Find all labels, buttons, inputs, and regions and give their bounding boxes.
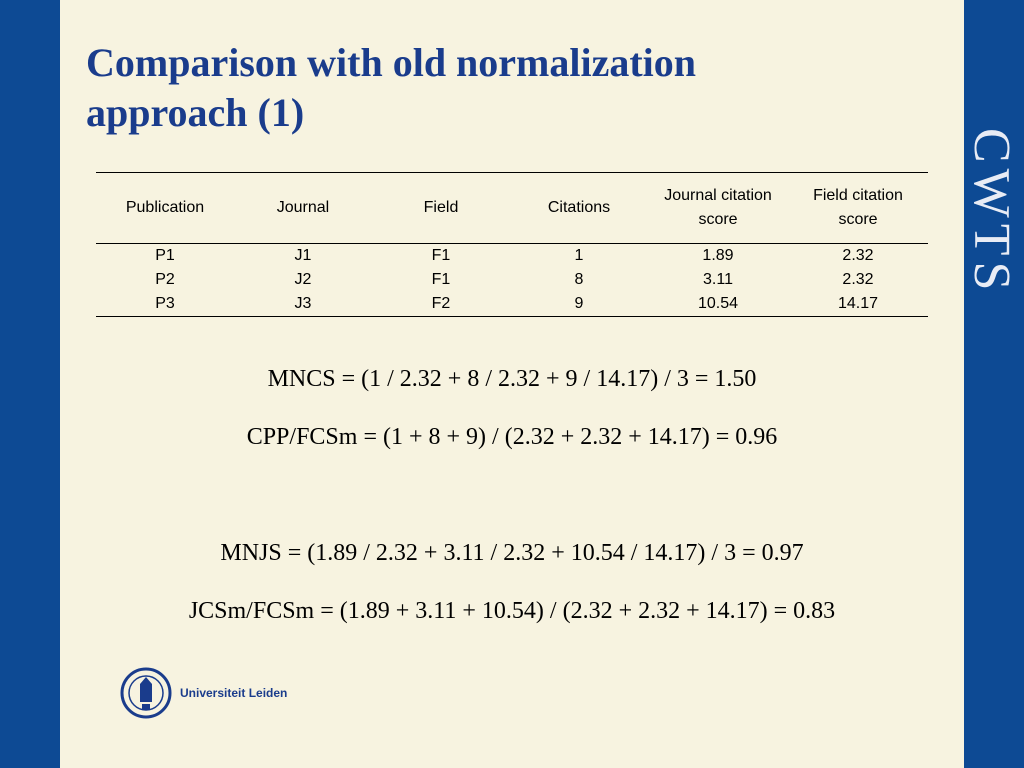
table-cell: 3.11 <box>703 271 733 288</box>
table-cell: 1.89 <box>702 247 734 264</box>
brand-sidebar: CWTS <box>963 0 1024 768</box>
table-cell: 14.17 <box>837 295 879 312</box>
table-cell: P2 <box>155 271 175 288</box>
seal-icon <box>120 667 172 719</box>
table-cell: P3 <box>155 295 175 312</box>
university-logo: Universiteit Leiden <box>120 662 287 724</box>
table-cell: 2.32 <box>842 271 874 288</box>
title-line-2: approach (1) <box>86 90 305 135</box>
slide-title: Comparison with old normalization approa… <box>86 38 846 138</box>
data-table: Publication Journal Field Citations Jour… <box>96 172 928 317</box>
table-cell: 8 <box>574 271 584 288</box>
table-cell: J2 <box>294 271 312 288</box>
table-cell: F1 <box>431 247 451 264</box>
table-cell: F2 <box>431 295 451 312</box>
table-cell: 9 <box>574 295 584 312</box>
table-cell: J1 <box>294 247 312 264</box>
table-cell: 10.54 <box>697 295 739 312</box>
formula-cpp-fcsm: CPP/FCSm = (1 + 8 + 9) / (2.32 + 2.32 + … <box>246 424 778 450</box>
logo-text: Universiteit Leiden <box>180 686 288 700</box>
header-journal-citation-score: Journal citation score <box>664 187 772 228</box>
header-journal: Journal <box>276 199 330 216</box>
table-cell: 2.32 <box>842 247 874 264</box>
table-row: P2 J2 F1 8 3.11 2.32 <box>96 268 928 292</box>
table-cell: J3 <box>294 295 312 312</box>
table-cell: P1 <box>155 247 175 264</box>
table-header-row: Publication Journal Field Citations Jour… <box>96 172 928 244</box>
title-line-1: Comparison with old normalization <box>86 40 697 85</box>
header-field-citation-score: Field citation score <box>813 187 903 228</box>
table-cell: F1 <box>431 271 451 288</box>
formula-mncs: MNCS = (1 / 2.32 + 8 / 2.32 + 9 / 14.17)… <box>267 366 757 392</box>
formula-jcsm-fcsm: JCSm/FCSm = (1.89 + 3.11 + 10.54) / (2.3… <box>188 598 836 624</box>
table-row: P3 J3 F2 9 10.54 14.17 <box>96 292 928 317</box>
header-citations: Citations <box>547 199 611 216</box>
header-field: Field <box>423 199 459 216</box>
table-cell: 1 <box>574 247 584 264</box>
header-publication: Publication <box>125 199 205 216</box>
table-row: P1 J1 F1 1 1.89 2.32 <box>96 244 928 269</box>
slide: Comparison with old normalization approa… <box>60 0 964 768</box>
brand-name: CWTS <box>963 128 1020 297</box>
formula-mnjs: MNJS = (1.89 / 2.32 + 3.11 / 2.32 + 10.5… <box>220 540 804 566</box>
